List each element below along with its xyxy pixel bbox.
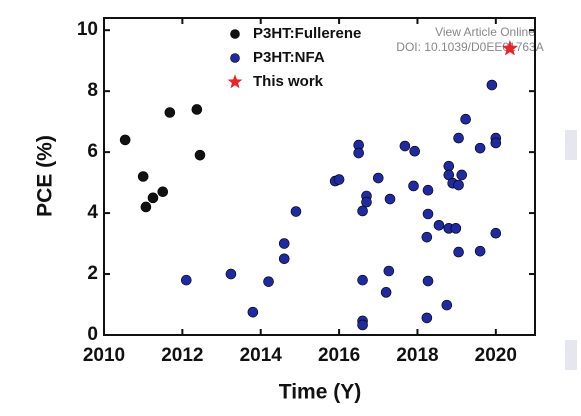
point	[290, 206, 302, 217]
star-point	[227, 74, 243, 89]
point	[474, 245, 486, 257]
point	[460, 113, 471, 125]
y-tick-label: 4	[87, 202, 98, 223]
x-tick-label: 2018	[396, 345, 438, 366]
point	[453, 132, 464, 144]
point	[421, 231, 433, 243]
point	[230, 29, 240, 39]
point	[422, 208, 434, 220]
point	[490, 137, 502, 149]
point	[191, 104, 203, 115]
y-tick-label: 2	[87, 263, 98, 284]
legend-label: P3HT:NFA	[253, 49, 325, 66]
point	[453, 246, 464, 258]
decoration	[565, 130, 577, 160]
x-axis-title: Time (Y)	[279, 381, 361, 404]
point	[433, 219, 445, 231]
point	[380, 287, 392, 298]
point	[230, 53, 240, 63]
y-tick-label: 6	[87, 141, 98, 162]
point	[357, 319, 368, 331]
watermark: DOI: 10.1039/D0EE01763A	[396, 40, 543, 54]
x-tick-label: 2010	[83, 345, 125, 366]
point	[263, 276, 274, 287]
y-tick-label: 0	[87, 324, 98, 345]
decoration	[565, 340, 577, 370]
x-tick-label: 2014	[240, 345, 283, 366]
point	[164, 107, 176, 118]
point	[490, 227, 502, 239]
point	[441, 299, 453, 311]
x-tick-label: 2020	[475, 345, 517, 366]
x-tick-label: 2012	[161, 345, 203, 366]
point	[453, 179, 464, 191]
point	[399, 140, 411, 152]
point	[278, 238, 290, 249]
legend-label: This work	[253, 73, 324, 90]
point	[357, 274, 368, 286]
point	[119, 134, 131, 146]
x-tick-label: 2016	[318, 345, 360, 366]
point	[278, 253, 290, 265]
point	[194, 149, 206, 161]
y-tick-label: 8	[87, 80, 98, 101]
point	[422, 275, 434, 287]
point	[486, 79, 498, 91]
legend-label: P3HT:Fullerene	[253, 25, 361, 42]
y-tick-label: 10	[77, 19, 98, 40]
point	[450, 223, 462, 234]
point	[147, 192, 159, 204]
point	[247, 306, 259, 318]
point	[333, 174, 345, 185]
point	[361, 196, 372, 208]
point	[383, 265, 395, 277]
y-axis-title: PCE (%)	[34, 135, 57, 217]
point	[157, 186, 169, 198]
point	[353, 147, 364, 159]
point	[474, 142, 486, 154]
watermark: View Article Online	[435, 25, 535, 39]
point	[408, 180, 419, 192]
point	[422, 184, 434, 196]
point	[225, 268, 237, 280]
point	[384, 193, 396, 205]
star-point	[501, 40, 518, 56]
point	[180, 274, 192, 286]
point	[372, 172, 384, 184]
point	[443, 160, 455, 172]
plot-frame	[103, 17, 536, 336]
point	[409, 145, 421, 157]
point	[137, 171, 149, 182]
point	[421, 312, 433, 324]
point	[140, 201, 152, 213]
point	[357, 205, 368, 217]
point	[456, 169, 468, 181]
